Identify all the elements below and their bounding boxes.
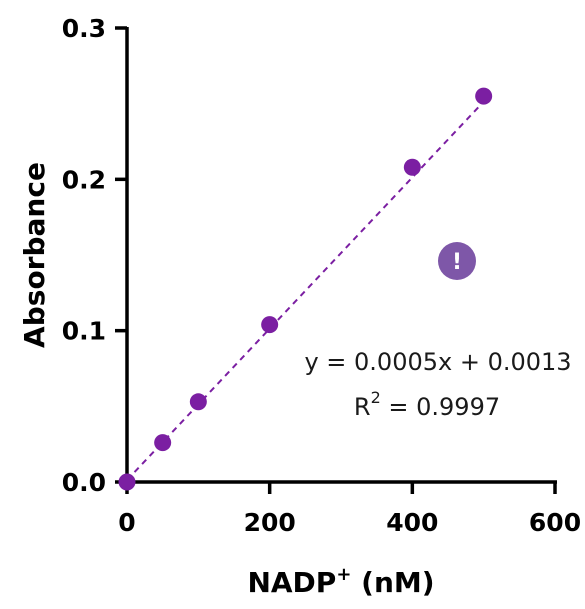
fit-line xyxy=(126,101,485,481)
exclamation-icon[interactable]: ! xyxy=(438,242,476,280)
x-axis-title-unit: (nM) xyxy=(351,566,434,599)
data-point xyxy=(189,393,207,411)
x-tick-label: 200 xyxy=(244,508,296,537)
y-tick-label: 0.3 xyxy=(62,14,106,43)
x-axis-title-superscript: + xyxy=(336,564,351,585)
data-point xyxy=(261,316,279,334)
x-tick-label: 0 xyxy=(118,508,135,537)
exclamation-badge-symbol: ! xyxy=(452,250,462,275)
r-squared-superscript: 2 xyxy=(371,388,381,407)
data-point xyxy=(475,87,493,105)
x-tick-label: 600 xyxy=(529,508,581,537)
y-tick-label: 0.2 xyxy=(62,165,106,194)
x-axis-title-main: NADP xyxy=(247,566,336,599)
exclamation-badge-circle xyxy=(438,242,476,280)
fit-equation: y = 0.0005x + 0.0013 xyxy=(304,348,571,376)
data-point xyxy=(403,158,421,176)
x-tick-label: 400 xyxy=(386,508,438,537)
fit-line-group xyxy=(126,101,485,481)
r-squared: R2 = 0.9997 xyxy=(354,388,500,421)
x-axis-title: NADP+ (nM) xyxy=(247,564,434,599)
y-ticks: 0.0 0.1 0.2 0.3 xyxy=(62,14,127,497)
y-tick-label: 0.0 xyxy=(62,468,106,497)
y-axis-title: Absorbance xyxy=(18,162,51,348)
y-tick-label: 0.1 xyxy=(62,317,106,346)
data-point xyxy=(118,473,136,491)
r-squared-prefix: R xyxy=(354,393,371,421)
r-squared-value: = 0.9997 xyxy=(381,393,500,421)
x-ticks: 0 200 400 600 xyxy=(118,482,581,537)
data-point xyxy=(154,434,172,452)
data-points xyxy=(118,87,493,491)
